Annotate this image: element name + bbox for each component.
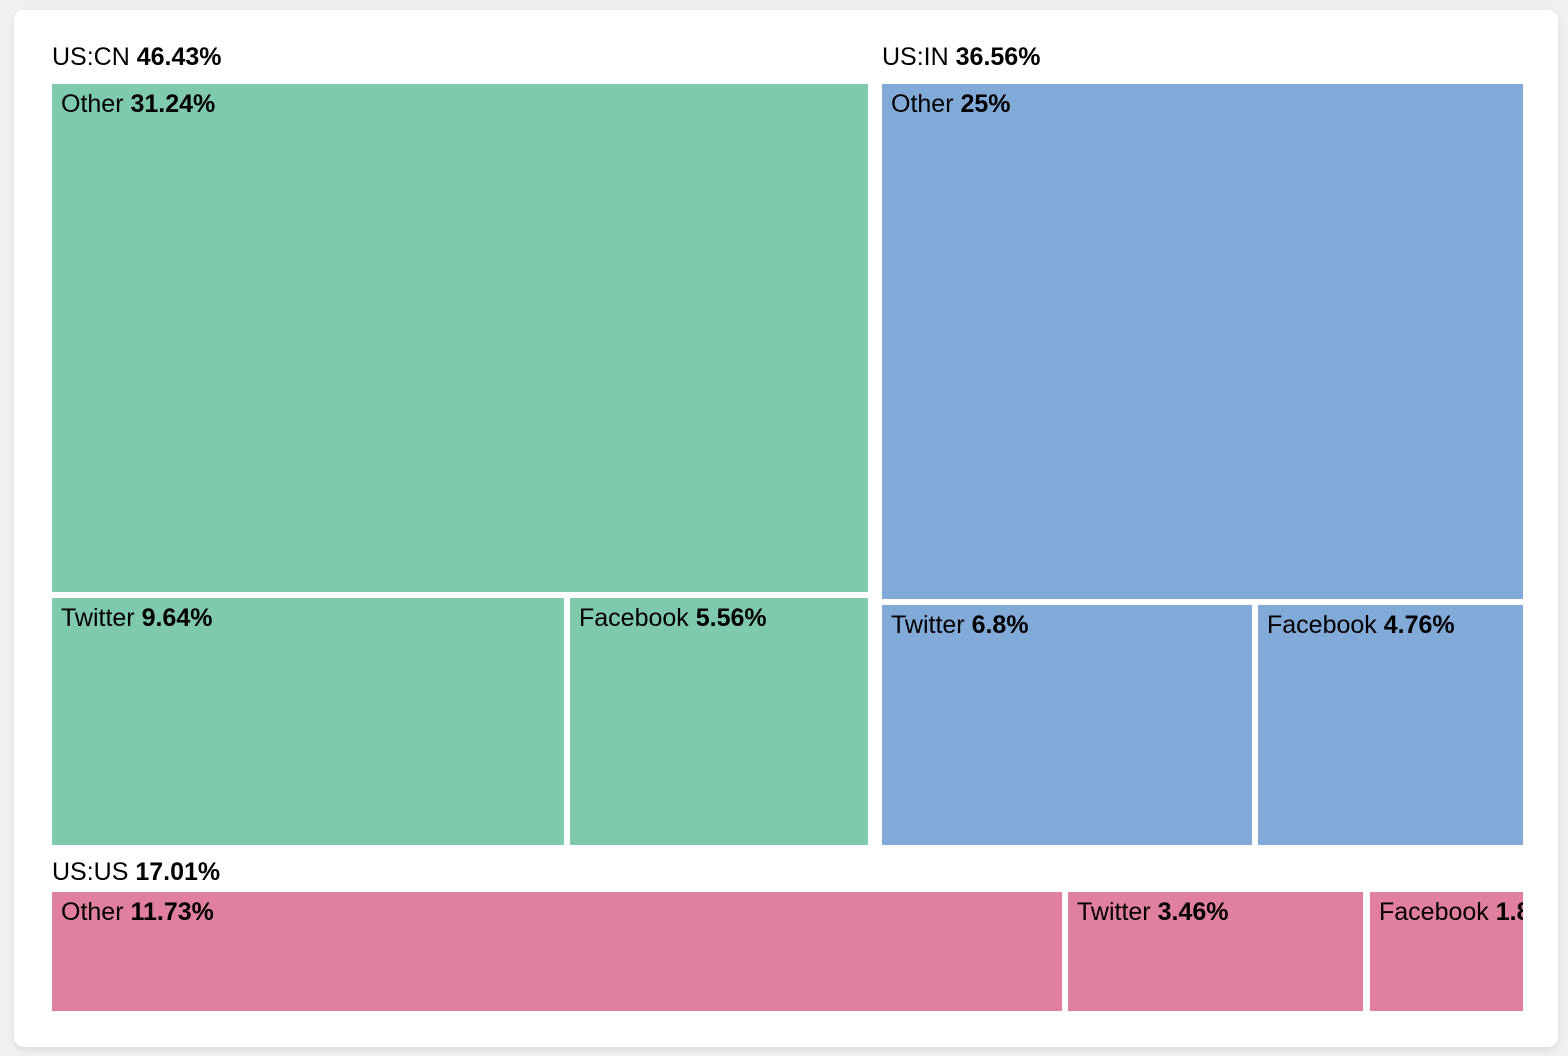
group-header-us-cn: US:CN 46.43%	[52, 42, 222, 72]
cell-label: Facebook	[1379, 898, 1489, 926]
group-percent: 36.56%	[955, 43, 1041, 71]
group-percent: 17.01%	[135, 858, 221, 886]
treemap-cell-us-us-other[interactable]: Other 11.73%	[52, 892, 1062, 1011]
cell-label: Other	[891, 90, 954, 118]
treemap-cell-us-in-facebook[interactable]: Facebook 4.76%	[1258, 605, 1523, 845]
cell-label: Twitter	[1077, 898, 1151, 926]
cell-percent: 9.64%	[141, 604, 213, 632]
cell-label: Twitter	[61, 604, 135, 632]
cell-label: Other	[61, 898, 124, 926]
group-label: US:IN	[882, 43, 949, 71]
cell-percent: 1.81%	[1495, 898, 1523, 926]
cell-label: Other	[61, 90, 124, 118]
group-label: US:CN	[52, 43, 130, 71]
group-percent: 46.43%	[136, 43, 222, 71]
group-header-us-us: US:US 17.01%	[52, 857, 220, 887]
treemap-cell-us-cn-twitter[interactable]: Twitter 9.64%	[52, 598, 564, 845]
cell-percent: 31.24%	[130, 90, 216, 118]
treemap-cell-us-in-other[interactable]: Other 25%	[882, 84, 1523, 599]
cell-percent: 3.46%	[1157, 898, 1229, 926]
treemap-cell-us-in-twitter[interactable]: Twitter 6.8%	[882, 605, 1252, 845]
cell-label: Twitter	[891, 611, 965, 639]
treemap-cell-us-us-twitter[interactable]: Twitter 3.46%	[1068, 892, 1363, 1011]
treemap-cell-us-cn-facebook[interactable]: Facebook 5.56%	[570, 598, 868, 845]
group-header-us-in: US:IN 36.56%	[882, 42, 1040, 72]
treemap-card: US:CN 46.43% Other 31.24% Twitter 9.64% …	[14, 10, 1558, 1047]
cell-percent: 25%	[960, 90, 1011, 118]
cell-percent: 11.73%	[130, 898, 214, 926]
cell-label: Facebook	[579, 604, 689, 632]
cell-percent: 4.76%	[1383, 611, 1455, 639]
cell-percent: 5.56%	[695, 604, 767, 632]
treemap-cell-us-us-facebook[interactable]: Facebook 1.81%	[1370, 892, 1523, 1011]
cell-percent: 6.8%	[971, 611, 1029, 639]
treemap-cell-us-cn-other[interactable]: Other 31.24%	[52, 84, 868, 592]
cell-label: Facebook	[1267, 611, 1377, 639]
group-label: US:US	[52, 858, 129, 886]
